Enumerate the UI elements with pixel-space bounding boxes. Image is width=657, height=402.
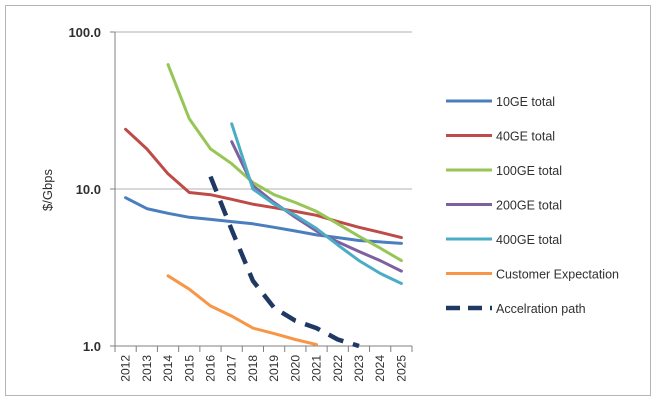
legend-label: 200GE total (496, 199, 562, 213)
y-tick-label: 10.0 (76, 182, 101, 197)
x-tick-label: 2016 (203, 355, 217, 382)
legend-label: 40GE total (496, 130, 555, 144)
x-tick-label: 2014 (161, 355, 175, 382)
series-line-100ge-total (166, 63, 403, 263)
y-axis-label: $/Gbps (40, 169, 55, 211)
series-line-customer-expectation (166, 274, 318, 347)
x-tick-label: 2017 (225, 355, 239, 382)
x-tick-label: 2018 (246, 355, 260, 382)
legend-label: 400GE total (496, 233, 562, 247)
y-tick-label: 100.0 (68, 25, 101, 40)
legend: 10GE total 40GE total 100GE total 200GE tot… (446, 95, 619, 316)
x-tick-label: 2021 (310, 355, 324, 382)
y-tick-label: 1.0 (83, 339, 101, 354)
x-tick-label: 2023 (352, 355, 366, 382)
x-tick-label: 2024 (373, 355, 387, 382)
y-tick-labels: 1.0 10.0 100.0 (68, 25, 101, 354)
legend-label: 10GE total (496, 95, 555, 109)
series-lines (124, 63, 403, 349)
axes (110, 31, 413, 352)
x-tick-label: 2025 (394, 355, 408, 382)
series-line-400ge-total (230, 122, 403, 285)
series-line-accelration-path (208, 175, 360, 349)
x-tick-label: 2019 (267, 355, 281, 382)
x-tick-label: 2012 (119, 355, 133, 382)
legend-label: Customer Expectation (496, 268, 619, 282)
series-line-10ge-total (124, 196, 403, 245)
x-tick-label: 2020 (288, 355, 302, 382)
x-tick-label: 2022 (331, 355, 345, 382)
legend-label: Accelration path (496, 302, 586, 316)
legend-label: 100GE total (496, 164, 562, 178)
x-tick-labels: 2012 2013 2014 2015 2016 2017 2018 2019 2020 2021… (119, 355, 409, 382)
chart-frame (5, 5, 651, 396)
series-line-40ge-total (124, 127, 403, 240)
x-tick-label: 2015 (182, 355, 196, 382)
series-line-200ge-total (230, 140, 403, 273)
x-tick-label: 2013 (140, 355, 154, 382)
